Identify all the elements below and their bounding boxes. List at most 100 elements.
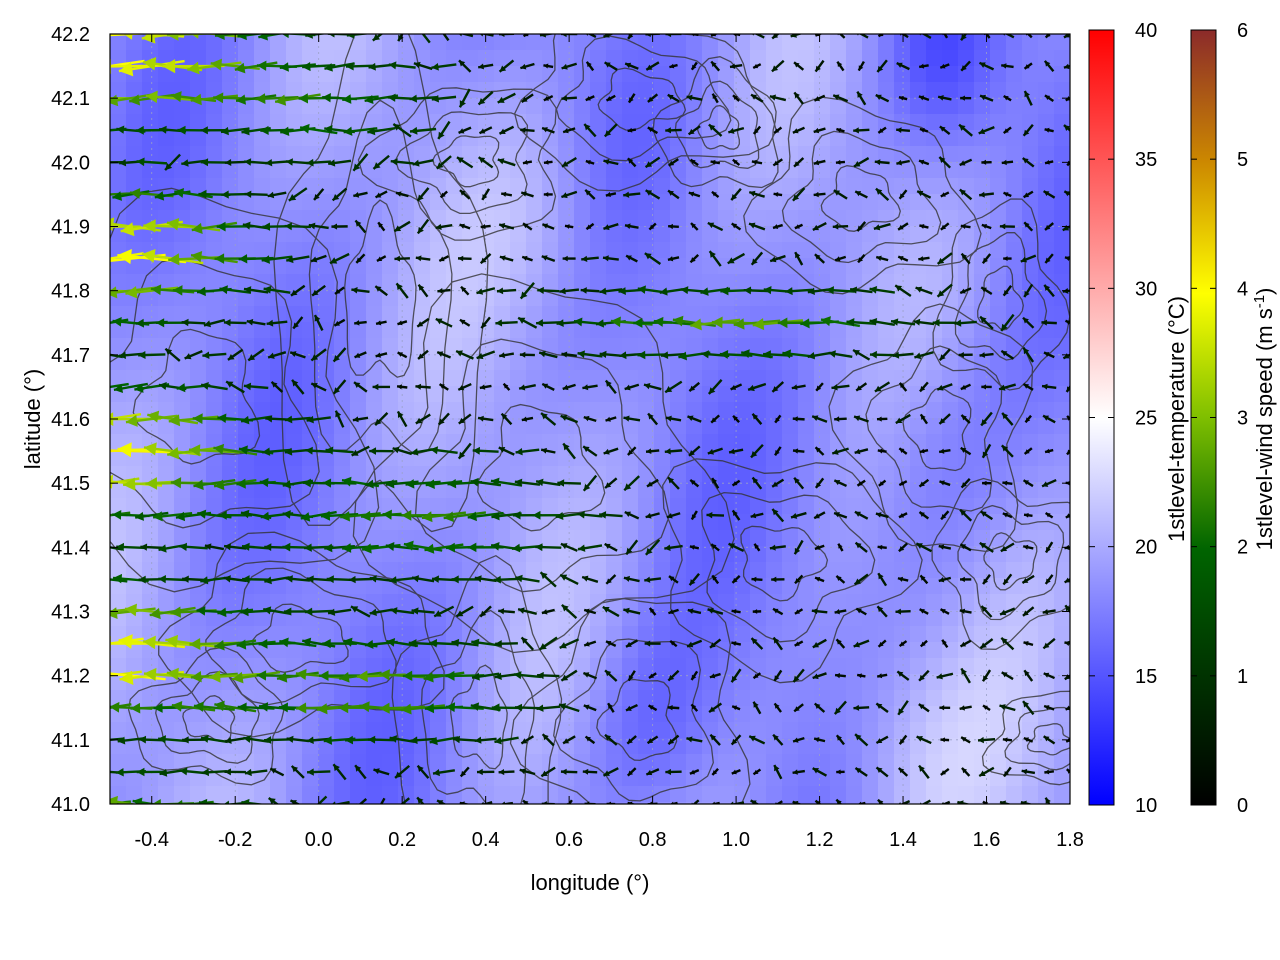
- temperature-cell: [366, 290, 383, 307]
- temperature-cell: [846, 402, 863, 419]
- temperature-cell: [158, 130, 175, 147]
- temperature-cell: [814, 82, 831, 99]
- temperature-cell: [766, 274, 783, 291]
- temperature-cell: [750, 258, 767, 275]
- temperature-cell: [222, 98, 239, 115]
- temperature-cell: [1006, 210, 1023, 227]
- wind-vector: [476, 768, 495, 776]
- contour-line: [357, 87, 557, 241]
- temperature-cell: [846, 114, 863, 131]
- temperature-cell: [238, 114, 255, 131]
- temperature-cell: [270, 34, 287, 51]
- temperature-cell: [366, 370, 383, 387]
- temperature-cell: [158, 530, 175, 547]
- temperature-cell: [174, 338, 191, 355]
- temperature-cell: [782, 546, 799, 563]
- temperature-cell: [1038, 738, 1055, 755]
- temperature-cell: [782, 402, 799, 419]
- temperature-cell: [798, 594, 815, 611]
- temperature-cell: [926, 514, 943, 531]
- temperature-cell: [798, 434, 815, 451]
- temperature-cell: [510, 194, 527, 211]
- wind-tick-label: 2: [1237, 537, 1248, 559]
- temperature-cell: [350, 210, 367, 227]
- temperature-cell: [334, 434, 351, 451]
- wind-tick-label: 6: [1237, 20, 1248, 42]
- temperature-cell: [222, 658, 239, 675]
- temperature-cell: [862, 674, 879, 691]
- temperature-cell: [398, 50, 415, 67]
- temperature-cell: [574, 594, 591, 611]
- temperature-cell: [814, 162, 831, 179]
- temperature-cell: [686, 146, 703, 163]
- temperature-cell: [622, 258, 639, 275]
- wind-vector: [432, 769, 456, 777]
- temperature-cell: [798, 258, 815, 275]
- temperature-cell: [606, 322, 623, 339]
- temperature-cell: [350, 434, 367, 451]
- temperature-cell: [974, 530, 991, 547]
- temperature-cell: [974, 802, 991, 804]
- temperature-cell: [606, 706, 623, 723]
- temperature-cell: [558, 370, 575, 387]
- temperature-cell: [126, 610, 143, 627]
- temperature-cell: [958, 34, 975, 51]
- temperature-cell: [222, 802, 239, 804]
- temperature-cell: [606, 162, 623, 179]
- temperature-cell: [958, 178, 975, 195]
- temperature-cell: [1006, 82, 1023, 99]
- temperature-cell: [158, 354, 175, 371]
- temperature-cell: [878, 98, 895, 115]
- temperature-cell: [942, 594, 959, 611]
- temperature-cell: [238, 82, 255, 99]
- temperature-cell: [718, 354, 735, 371]
- temperature-cell: [494, 770, 511, 787]
- temperature-cell: [446, 642, 463, 659]
- temperature-cell: [782, 498, 799, 515]
- temperature-cell: [574, 786, 591, 803]
- temperature-cell: [670, 194, 687, 211]
- temperature-cell: [798, 402, 815, 419]
- temperature-cell: [814, 386, 831, 403]
- temperature-cell: [702, 338, 719, 355]
- temperature-cell: [206, 370, 223, 387]
- temperature-cell: [158, 98, 175, 115]
- temperature-cell: [430, 786, 447, 803]
- temperature-cell: [606, 530, 623, 547]
- temperature-cell: [670, 514, 687, 531]
- temperature-cell: [814, 578, 831, 595]
- temperature-cell: [910, 226, 927, 243]
- temperature-cell: [606, 146, 623, 163]
- temperature-cell: [1054, 562, 1070, 579]
- temperature-cell: [574, 562, 591, 579]
- temperature-cell: [782, 594, 799, 611]
- temperature-cell: [430, 306, 447, 323]
- temperature-cell: [478, 114, 495, 131]
- temperature-cell: [142, 98, 159, 115]
- temperature-cell: [990, 530, 1007, 547]
- temperature-cell: [430, 274, 447, 291]
- temperature-cell: [542, 66, 559, 83]
- temperature-cell: [638, 82, 655, 99]
- temperature-cell: [446, 338, 463, 355]
- temperature-cell: [206, 466, 223, 483]
- temperature-cell: [270, 546, 287, 563]
- temperature-cell: [798, 34, 815, 51]
- temperature-cell: [270, 802, 287, 804]
- temperature-cell: [926, 338, 943, 355]
- temperature-cell: [990, 210, 1007, 227]
- temperature-cell: [334, 338, 351, 355]
- temperature-cell: [606, 258, 623, 275]
- temperature-cell: [686, 546, 703, 563]
- temperature-cell: [222, 242, 239, 259]
- temperature-cell: [302, 50, 319, 67]
- temperature-cell: [894, 498, 911, 515]
- temperature-cell: [462, 338, 479, 355]
- temperature-cell: [126, 370, 143, 387]
- temperature-cell: [270, 786, 287, 803]
- temperature-cell: [350, 786, 367, 803]
- temperature-cell: [702, 162, 719, 179]
- temperature-cell: [990, 50, 1007, 67]
- temperature-cell: [382, 258, 399, 275]
- y-tick-label: 41.6: [51, 409, 90, 431]
